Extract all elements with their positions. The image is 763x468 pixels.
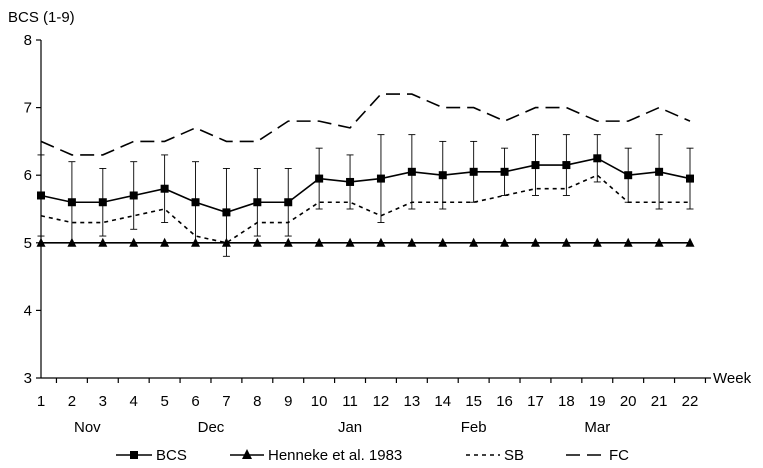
legend-henneke-marker: [242, 449, 252, 459]
henneke-series: [36, 237, 695, 247]
henneke-point: [438, 237, 448, 247]
x-tick-label: 5: [160, 393, 168, 410]
x-tick-label: 17: [527, 393, 544, 410]
henneke-point: [252, 237, 262, 247]
legend-bcs-label: BCS: [156, 447, 187, 464]
axes: [36, 39, 711, 383]
bcs-point: [222, 208, 231, 217]
sb-series: [40, 174, 690, 244]
bcs-series: [37, 134, 694, 257]
legend-fc-label: FC: [609, 447, 629, 464]
bcs-point: [655, 167, 664, 176]
henneke-point: [592, 237, 602, 247]
y-tick-label: 6: [24, 167, 32, 184]
bcs-point: [37, 191, 45, 200]
x-tick-label: 19: [589, 393, 606, 410]
legend-bcs-marker: [130, 451, 138, 459]
x-tick-labels: 1 2 3 4 5 6 7 8 9 10 11 12 13 14 15 16 17 18 19 20 21 22: [37, 393, 699, 410]
bcs-point: [438, 171, 447, 180]
sb-line: [40, 174, 690, 244]
bcs-point: [253, 198, 262, 207]
bcs-point: [376, 174, 385, 183]
y-tick-label: 7: [24, 100, 32, 117]
x-tick-label: 16: [496, 393, 513, 410]
bcs-point: [67, 198, 76, 207]
x-tick-label: 21: [651, 393, 668, 410]
x-tick-label: 12: [373, 393, 390, 410]
henneke-point: [98, 237, 108, 247]
x-tick-label: 22: [682, 393, 699, 410]
y-tick-label: 4: [24, 302, 32, 319]
henneke-point: [36, 237, 46, 247]
x-tick-label: 1: [37, 393, 45, 410]
bcs-point: [686, 174, 694, 183]
y-tick-label: 5: [24, 235, 32, 252]
henneke-point: [283, 237, 293, 247]
bcs-point: [284, 198, 293, 207]
x-tick-label: 14: [434, 393, 451, 410]
bcs-point: [624, 171, 633, 180]
y-tick-label: 3: [24, 370, 32, 387]
henneke-point: [376, 237, 386, 247]
henneke-point: [469, 237, 479, 247]
henneke-point: [561, 237, 571, 247]
legend-sb-label: SB: [504, 447, 524, 464]
henneke-point: [314, 237, 324, 247]
henneke-point: [160, 237, 170, 247]
bcs-point: [315, 174, 324, 183]
henneke-point: [654, 237, 664, 247]
x-tick-label: 9: [284, 393, 292, 410]
x-tick-label: 4: [130, 393, 138, 410]
x-tick-label: 2: [68, 393, 76, 410]
bcs-point: [160, 184, 169, 193]
month-labels: Nov Dec Jan Feb Mar: [74, 419, 610, 436]
x-tick-label: 10: [311, 393, 328, 410]
henneke-point: [500, 237, 510, 247]
x-tick-label: 7: [222, 393, 230, 410]
henneke-point: [407, 237, 417, 247]
bcs-point: [469, 167, 478, 176]
x-tick-label: 11: [342, 393, 358, 410]
month-label: Dec: [198, 419, 225, 436]
fc-series: [40, 93, 691, 156]
bcs-point: [346, 177, 355, 186]
fc-line: [40, 93, 691, 156]
bcs-line: [40, 157, 691, 214]
x-tick-label: 15: [465, 393, 482, 410]
henneke-point: [129, 237, 139, 247]
month-label: Mar: [584, 419, 610, 436]
bcs-point: [191, 198, 200, 207]
bcs-point: [500, 167, 509, 176]
month-label: Jan: [338, 419, 362, 436]
x-tick-label: 8: [253, 393, 261, 410]
bcs-point: [98, 198, 107, 207]
henneke-point: [685, 237, 695, 247]
bcs-point: [129, 191, 138, 200]
henneke-point: [345, 237, 355, 247]
x-axis-label: Week: [713, 370, 752, 387]
x-tick-label: 3: [99, 393, 107, 410]
month-label: Feb: [461, 419, 487, 436]
bcs-point: [531, 161, 540, 170]
x-tick-label: 20: [620, 393, 637, 410]
henneke-point: [623, 237, 633, 247]
bcs-point: [593, 154, 602, 163]
x-tick-label: 13: [404, 393, 421, 410]
month-label: Nov: [74, 419, 101, 436]
legend: BCS Henneke et al. 1983 SB FC: [116, 447, 629, 464]
y-axis-label: BCS (1-9): [8, 9, 75, 26]
bcs-point: [562, 161, 571, 170]
x-tick-label: 6: [191, 393, 199, 410]
henneke-point: [530, 237, 540, 247]
y-tick-label: 8: [24, 32, 32, 49]
y-tick-labels: 3 4 5 6 7 8: [24, 32, 32, 387]
x-tick-label: 18: [558, 393, 575, 410]
bcs-point: [407, 167, 416, 176]
legend-henneke-label: Henneke et al. 1983: [268, 447, 402, 464]
